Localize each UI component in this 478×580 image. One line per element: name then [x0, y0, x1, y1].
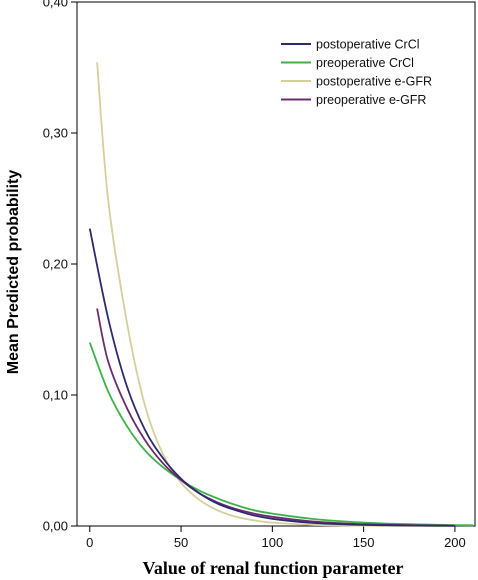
x-tick-label: 100: [261, 535, 283, 550]
x-tick-label: 200: [444, 535, 466, 550]
series-lines: [88, 62, 474, 527]
y-tick-label: 0,10: [43, 388, 68, 403]
legend-label: postoperative CrCl: [316, 38, 420, 52]
x-tick-label: 0: [86, 535, 93, 550]
series-line-0: [88, 228, 455, 527]
legend: postoperative CrCl preoperative CrCl posto…: [281, 38, 432, 107]
y-tick-label: 0,40: [43, 0, 68, 10]
x-tick-label: 150: [353, 535, 375, 550]
x-axis: 0 50 100 150 200: [86, 526, 466, 550]
legend-label: postoperative e-GFR: [316, 75, 432, 89]
y-tick-label: 0,20: [43, 257, 68, 272]
y-tick-label: 0,30: [43, 126, 68, 141]
legend-label: preoperative e-GFR: [316, 93, 426, 107]
x-axis-title: Value of renal function parameter: [143, 558, 404, 578]
x-tick-label: 50: [174, 535, 188, 550]
y-tick-label: 0,00: [43, 519, 68, 534]
legend-label: preoperative CrCl: [316, 56, 414, 70]
series-line-1: [88, 342, 474, 527]
y-axis: 0,00 0,10 0,20 0,30 0,40: [43, 0, 77, 534]
y-axis-title: Mean Predicted probability: [5, 170, 22, 375]
